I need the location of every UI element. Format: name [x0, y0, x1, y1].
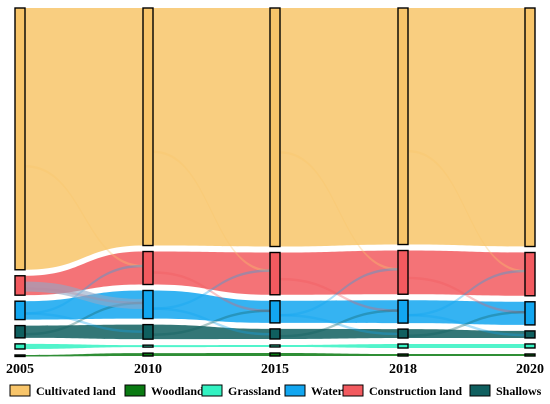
node-construction-2015 — [269, 251, 281, 296]
flow-cultivated-to-construction-2018 — [408, 149, 525, 273]
node-construction-2020 — [524, 251, 536, 297]
node-shallows-2018 — [397, 328, 409, 339]
node-shallows-2020 — [524, 330, 536, 339]
flow-water-2018-2020 — [408, 300, 525, 325]
flow-grassland-2015-2018 — [280, 344, 398, 349]
year-label-2018: 2018 — [389, 362, 417, 377]
node-woodland-2010 — [142, 352, 154, 357]
legend-swatch-water — [284, 384, 306, 397]
node-water-2020 — [524, 301, 536, 326]
flow-construction-to-water-2015 — [280, 277, 398, 312]
node-cultivated-2018 — [397, 7, 409, 246]
node-construction-2005 — [14, 275, 26, 296]
legend: Cultivated land Woodland Grassland Water Con… — [9, 384, 542, 398]
flow-shallows-2005-2010 — [25, 324, 143, 340]
flow-shallows-2010-2015 — [153, 324, 270, 340]
node-grassland-2015 — [269, 344, 281, 348]
node-woodland-2015 — [269, 352, 281, 357]
flow-woodland-2018-2020 — [408, 353, 525, 356]
node-cultivated-2010 — [142, 7, 154, 247]
flow-water-2010-2015 — [153, 290, 270, 323]
flow-water-to-construction-2005 — [25, 264, 143, 315]
flow-links — [25, 8, 525, 357]
flow-water-to-shallows-2015 — [280, 314, 398, 336]
flow-cultivated-to-construction-2010 — [153, 150, 270, 272]
node-grassland-2005 — [14, 343, 26, 350]
flow-grassland-2010-2015 — [153, 344, 270, 348]
year-labels: 2005 2010 2015 2018 2020 — [6, 362, 544, 377]
flow-construction-to-water-2005 — [25, 281, 143, 309]
node-water-2018 — [397, 299, 409, 324]
legend-label-shallows: Shallows — [496, 384, 542, 398]
legend-swatch-construction — [342, 384, 364, 397]
flow-shallows-2018-2020 — [408, 329, 525, 339]
node-woodland-2018 — [397, 353, 409, 357]
flow-construction-2010-2015 — [153, 251, 270, 295]
flow-water-to-shallows-2005 — [25, 312, 143, 333]
year-label-2020: 2020 — [516, 362, 544, 377]
node-water-2010 — [142, 289, 154, 320]
legend-label-grassland: Grassland — [228, 384, 281, 398]
flow-shallows-2015-2018 — [280, 328, 398, 339]
node-shallows-2005 — [14, 324, 26, 339]
flow-grassland-2005-2010 — [25, 343, 143, 349]
flow-water-to-shallows-2010 — [153, 307, 270, 336]
legend-label-construction: Construction land — [369, 384, 462, 398]
node-grassland-2020 — [524, 343, 536, 349]
node-shallows-2010 — [142, 323, 154, 340]
flow-cultivated-2005-2010 — [25, 8, 143, 270]
flow-water-to-construction-2018 — [408, 269, 525, 317]
node-cultivated-2005 — [14, 7, 26, 271]
flow-water-to-shallows-2018 — [408, 313, 525, 337]
flow-construction-2015-2018 — [280, 250, 398, 295]
year-label-2010: 2010 — [134, 362, 162, 377]
flow-construction-to-water-2010 — [153, 271, 270, 313]
legend-label-cultivated: Cultivated land — [36, 384, 116, 398]
flow-cultivated-to-construction-2015 — [280, 151, 398, 271]
flow-woodland-2005-2010 — [25, 353, 143, 357]
node-water-2005 — [14, 300, 26, 321]
node-shallows-2015 — [269, 328, 281, 340]
flow-water-2015-2018 — [280, 300, 398, 324]
legend-swatch-shallows — [469, 384, 491, 397]
category-nodes — [14, 7, 536, 358]
flow-woodland-2015-2018 — [280, 352, 398, 356]
flow-water-to-construction-2015 — [280, 268, 398, 317]
flow-shallows-to-water-2015 — [280, 309, 398, 338]
flow-woodland-2010-2015 — [153, 352, 270, 356]
flow-water-to-construction-2010 — [153, 269, 270, 310]
node-woodland-2005 — [14, 354, 26, 358]
year-label-2005: 2005 — [6, 362, 34, 377]
legend-swatch-woodland — [124, 384, 146, 397]
flow-shallows-to-water-2005 — [25, 301, 143, 336]
flow-cultivated-2010-2015 — [153, 8, 270, 247]
flow-cultivated-to-construction-2005 — [25, 165, 143, 268]
flow-shallows-to-water-2010 — [153, 309, 270, 336]
node-cultivated-2020 — [524, 7, 536, 248]
node-woodland-2020 — [524, 353, 536, 357]
node-grassland-2018 — [397, 343, 409, 349]
legend-swatch-cultivated — [9, 384, 31, 397]
node-cultivated-2015 — [269, 7, 281, 248]
flow-construction-2018-2020 — [408, 250, 525, 296]
flow-construction-to-water-2018 — [408, 276, 525, 314]
legend-label-water: Water — [311, 384, 344, 398]
node-grassland-2010 — [142, 344, 154, 348]
flow-grassland-2018-2020 — [408, 343, 525, 349]
node-water-2015 — [269, 300, 281, 324]
legend-label-woodland: Woodland — [151, 384, 204, 398]
legend-swatch-grassland — [201, 384, 223, 397]
year-label-2015: 2015 — [261, 362, 289, 377]
node-construction-2018 — [397, 249, 409, 295]
flow-shallows-to-water-2018 — [408, 311, 525, 337]
node-construction-2010 — [142, 250, 154, 286]
flow-cultivated-2015-2018 — [280, 8, 398, 247]
flow-cultivated-2018-2020 — [408, 8, 525, 247]
